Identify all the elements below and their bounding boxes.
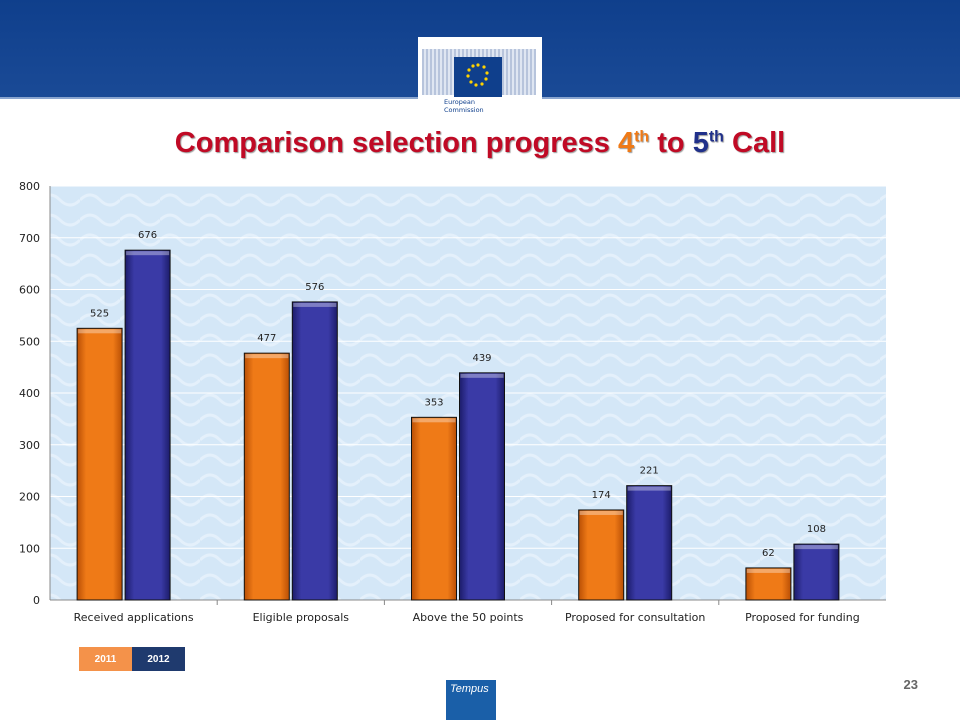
y-tick-label: 200 — [19, 491, 40, 504]
bar-highlight — [293, 302, 337, 307]
european-commission-logo: European Commission — [418, 37, 542, 121]
category-label: Eligible proposals — [253, 611, 350, 624]
data-label: 477 — [257, 333, 276, 344]
bar-2012-1 — [291, 301, 338, 601]
category-label: Above the 50 points — [413, 611, 524, 624]
bar-highlight — [794, 545, 838, 550]
logo-text-line1: European — [444, 98, 475, 106]
y-tick-label: 800 — [19, 180, 40, 193]
title-prefix: Comparison selection progress — [174, 127, 618, 159]
data-label: 353 — [424, 397, 443, 408]
data-label: 525 — [90, 308, 109, 319]
bar-2012-4 — [793, 543, 840, 601]
bar-highlight — [126, 251, 170, 256]
bar-2012-3 — [626, 485, 673, 601]
bar-chart: 0 100 200 300 400 500 600 700 800 525 676 Received … — [19, 180, 886, 624]
legend-item-2012: 2012 — [132, 647, 185, 671]
bar-2012-0 — [124, 249, 171, 601]
title-sup2: th — [708, 128, 724, 146]
y-tick-label: 100 — [19, 542, 40, 555]
bar-highlight — [245, 354, 289, 359]
title-sup1: th — [634, 128, 650, 146]
bar-2012-2 — [459, 372, 505, 601]
bar-highlight — [78, 329, 122, 334]
bar-highlight — [627, 486, 671, 491]
y-tick-label: 500 — [19, 335, 40, 348]
category-label: Received applications — [74, 611, 194, 624]
data-label: 221 — [640, 466, 659, 477]
tempus-logo: Tempus — [446, 680, 496, 720]
bar-2011-2 — [411, 416, 457, 601]
bar-2011-1 — [243, 352, 290, 601]
y-tick-label: 600 — [19, 284, 40, 297]
bar-2011-0 — [76, 327, 123, 601]
bar-highlight — [460, 373, 504, 378]
legend-item-2011: 2011 — [79, 647, 132, 671]
data-label: 108 — [807, 524, 826, 535]
bar-2011-3 — [578, 509, 625, 601]
slide-title: Comparison selection progress 4th to 5th… — [0, 127, 960, 160]
data-label: 439 — [472, 353, 491, 364]
y-tick-label: 0 — [33, 594, 40, 607]
y-tick-label: 300 — [19, 439, 40, 452]
title-num2: 5 — [692, 127, 709, 159]
logo-text-line2: Commission — [444, 106, 484, 114]
bar-highlight — [579, 510, 623, 515]
data-label: 174 — [592, 490, 611, 501]
title-mid: to — [649, 127, 693, 159]
commission-building-icon — [422, 49, 536, 97]
legend: 2011 2012 — [79, 647, 185, 671]
category-label: Proposed for consultation — [565, 611, 705, 624]
y-tick-label: 700 — [19, 232, 40, 245]
page-number: 23 — [903, 677, 918, 692]
bar-highlight — [412, 418, 456, 423]
data-label: 576 — [305, 282, 324, 293]
data-label: 676 — [138, 230, 157, 241]
title-suffix: Call — [723, 127, 786, 159]
bar-highlight — [746, 568, 790, 573]
title-num1: 4 — [617, 127, 635, 159]
data-label: 62 — [762, 548, 775, 559]
bar-2011-4 — [745, 567, 792, 601]
y-tick-label: 400 — [19, 387, 40, 400]
category-label: Proposed for funding — [745, 611, 860, 624]
